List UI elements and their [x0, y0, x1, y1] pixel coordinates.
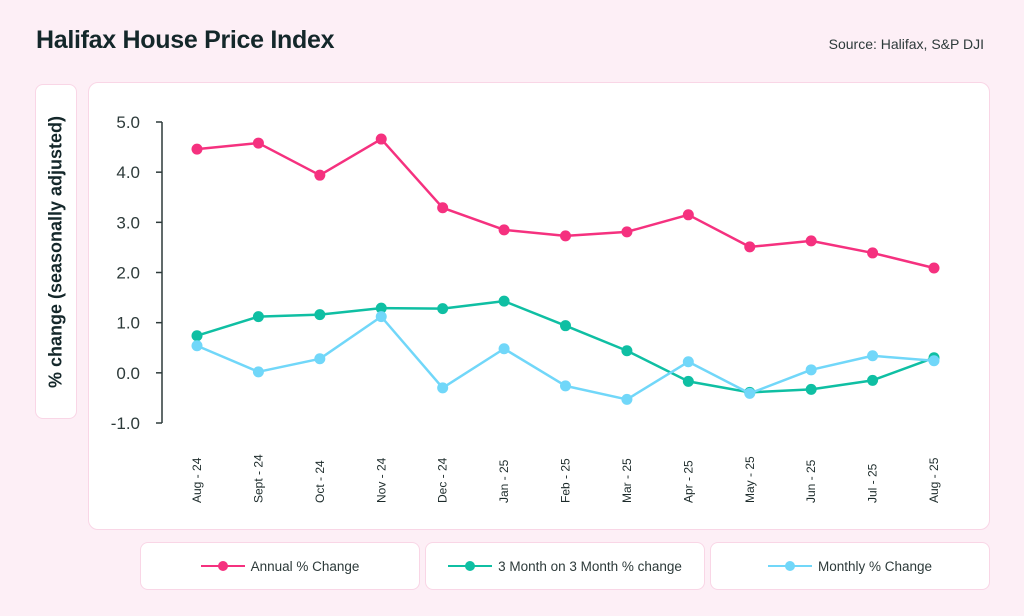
series-2: [191, 311, 940, 405]
line-chart: 5.0 4.0 3.0 2.0 1.0 0.0 -1.0 Aug - 24 Sept - 24…: [111, 113, 941, 503]
chart-title: Halifax House Price Index: [36, 26, 335, 54]
series-line: [196, 137, 935, 270]
y-tick-label: 2.0: [116, 264, 140, 283]
data-point: [375, 302, 387, 314]
legend-marker-3-month-icon: [448, 560, 493, 572]
data-point: [191, 330, 203, 342]
legend-label-monthly: Monthly % Change: [817, 558, 933, 574]
x-tick-label: Mar - 25: [620, 458, 634, 503]
data-point: [682, 356, 694, 368]
x-tick-label: Feb - 25: [559, 458, 573, 503]
y-tick-label: -1.0: [111, 414, 140, 433]
series-line: [196, 299, 935, 394]
series-layer: [191, 133, 940, 405]
x-axis-labels: Aug - 24 Sept - 24 Oct - 24 Nov - 24 Dec - 2…: [190, 454, 941, 503]
data-point: [437, 382, 449, 394]
source-note: Source: Halifax, S&P DJI: [828, 36, 984, 52]
legend-label-annual: Annual % Change: [250, 558, 360, 574]
series-0: [191, 133, 940, 274]
x-tick-label: Aug - 24: [190, 457, 204, 503]
data-point: [621, 393, 633, 405]
chart-card: 5.0 4.0 3.0 2.0 1.0 0.0 -1.0 Aug - 24 Sept - 24…: [88, 82, 990, 530]
data-point: [498, 295, 510, 307]
data-point: [867, 350, 879, 362]
y-axis-label: % change (seasonally adjusted): [45, 115, 66, 388]
y-tick-label: 3.0: [116, 213, 140, 232]
x-tick-label: Aug - 25: [927, 457, 941, 503]
data-point: [375, 311, 387, 323]
data-point: [191, 143, 203, 155]
data-point: [498, 343, 510, 355]
data-point: [805, 364, 817, 376]
legend-marker-annual-icon: [200, 560, 245, 572]
data-point: [314, 169, 326, 181]
data-point: [314, 353, 326, 365]
legend-label-3-month: 3 Month on 3 Month % change: [498, 558, 682, 574]
data-point: [191, 340, 203, 352]
data-point: [314, 309, 326, 321]
x-tick-label: Sept - 24: [251, 454, 265, 503]
data-point: [437, 303, 449, 315]
y-tick-label: 0.0: [116, 364, 140, 383]
data-point: [867, 374, 879, 386]
data-point: [928, 262, 940, 274]
data-point: [560, 320, 571, 332]
x-tick-label: Nov - 24: [374, 457, 388, 503]
y-axis: 5.0 4.0 3.0 2.0 1.0 0.0 -1.0: [111, 113, 163, 433]
data-point: [867, 247, 879, 259]
data-point: [498, 224, 510, 236]
legend-item-3-month[interactable]: 3 Month on 3 Month % change: [425, 542, 705, 590]
data-point: [682, 209, 694, 221]
y-tick-label: 1.0: [116, 314, 140, 333]
x-tick-label: Jan - 25: [497, 459, 511, 503]
data-point: [560, 230, 571, 242]
data-point: [252, 366, 264, 378]
x-tick-label: Dec - 24: [436, 457, 450, 503]
legend-marker-monthly-icon: [767, 560, 812, 572]
data-point: [805, 235, 817, 247]
data-point: [621, 345, 633, 357]
y-tick-label: 5.0: [116, 113, 140, 132]
x-tick-label: Oct - 24: [313, 460, 327, 503]
data-point: [744, 387, 756, 399]
data-point: [928, 355, 940, 367]
x-tick-label: Jun - 25: [804, 459, 818, 503]
data-point: [252, 137, 264, 149]
y-tick-label: 4.0: [116, 163, 140, 182]
data-point: [744, 241, 756, 253]
legend-item-annual[interactable]: Annual % Change: [140, 542, 420, 590]
legend-item-monthly[interactable]: Monthly % Change: [710, 542, 990, 590]
data-point: [805, 383, 817, 395]
x-tick-label: Apr - 25: [681, 460, 695, 503]
data-point: [682, 375, 694, 387]
data-point: [375, 133, 387, 145]
data-point: [252, 311, 264, 323]
x-tick-label: Jul - 25: [866, 463, 880, 503]
x-tick-label: May - 25: [743, 456, 757, 503]
data-point: [621, 226, 633, 238]
y-axis-label-card: % change (seasonally adjusted): [35, 84, 77, 419]
data-point: [560, 380, 571, 392]
data-point: [437, 202, 449, 214]
